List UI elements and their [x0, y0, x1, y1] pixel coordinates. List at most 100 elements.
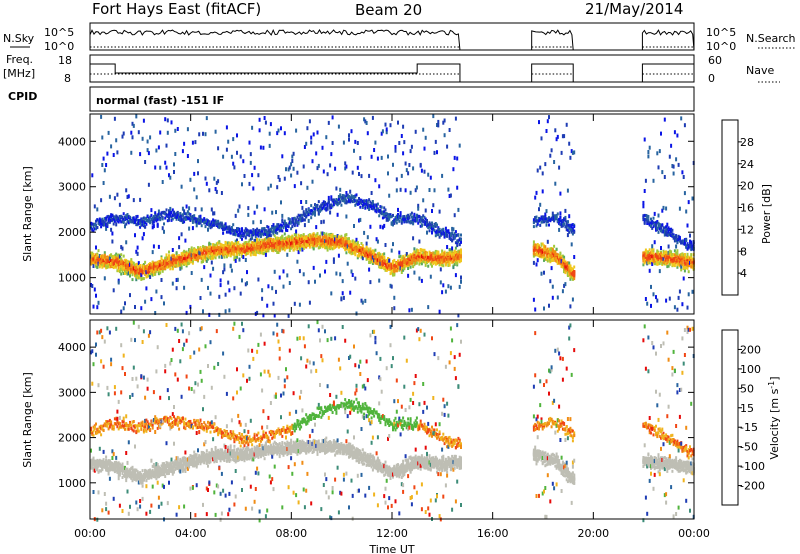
power-cell	[263, 116, 266, 120]
power-cell	[287, 225, 290, 229]
power-cell	[263, 238, 266, 242]
power-cell	[165, 165, 168, 170]
power-cell	[107, 262, 110, 266]
power-cell	[91, 251, 94, 255]
power-cell	[197, 254, 199, 258]
power-cell	[189, 255, 192, 259]
power-cell	[139, 274, 142, 278]
power-cell	[219, 283, 222, 288]
power-cell	[400, 221, 403, 225]
power-cell	[105, 256, 108, 260]
power-cell	[165, 256, 168, 260]
power-cell	[100, 260, 103, 264]
power-cell	[185, 204, 188, 209]
power-cell	[234, 229, 237, 232]
power-cell	[358, 172, 360, 176]
power-cell	[325, 135, 328, 140]
power-cell	[290, 173, 293, 178]
power-cell	[302, 272, 305, 277]
power-cell	[161, 261, 164, 265]
power-cell	[142, 267, 145, 271]
power-cell	[112, 262, 115, 266]
power-cell	[112, 215, 115, 219]
power-cell	[126, 264, 129, 268]
power-cell	[178, 215, 181, 219]
power-cell	[90, 224, 92, 228]
power-cell	[253, 251, 256, 255]
power-cell	[189, 260, 192, 264]
power-cell	[112, 255, 115, 259]
power-cell	[399, 213, 402, 217]
power-cell	[130, 220, 133, 224]
power-cell	[185, 212, 188, 216]
power-cell	[159, 267, 162, 270]
power-cell	[157, 244, 160, 249]
power-cell	[165, 253, 168, 257]
power-cell	[236, 252, 238, 256]
power-cell	[134, 263, 136, 267]
power-cell	[155, 262, 158, 266]
power-cell	[149, 220, 152, 223]
power-cell	[242, 232, 245, 235]
power-cell	[188, 261, 191, 265]
power-cell	[151, 265, 154, 269]
power-cell	[253, 241, 256, 245]
power-cell	[234, 213, 237, 218]
power-cell	[244, 230, 247, 234]
power-cell	[249, 160, 252, 165]
power-cell	[149, 266, 152, 270]
power-cell	[353, 224, 355, 228]
power-cell	[190, 256, 193, 260]
nsky-tick-top: 10^5	[44, 26, 74, 39]
power-cell	[354, 276, 357, 281]
power-cell	[251, 173, 254, 178]
power-cell	[259, 145, 262, 150]
power-cell	[155, 214, 158, 218]
power-cell	[236, 247, 238, 251]
power-cell	[400, 173, 403, 178]
power-cell	[266, 240, 269, 244]
power-cell	[169, 262, 172, 266]
power-cell	[359, 156, 362, 161]
power-cell	[100, 257, 103, 261]
power-cell	[152, 220, 155, 224]
power-cell	[241, 234, 243, 237]
power-cell	[209, 226, 212, 230]
power-cell	[345, 214, 348, 219]
power-cell	[117, 220, 120, 224]
power-cell	[202, 248, 204, 252]
power-cell	[103, 223, 106, 227]
power-cell	[397, 207, 399, 212]
power-cell	[90, 262, 92, 266]
power-cell	[217, 246, 220, 249]
power-cell	[134, 267, 136, 271]
power-cell	[116, 150, 119, 155]
power-cell	[100, 255, 103, 258]
power-cell	[92, 260, 95, 264]
power-cell	[122, 272, 125, 275]
power-cell	[219, 224, 222, 228]
power-cell	[98, 259, 101, 262]
power-cell	[145, 264, 148, 268]
power-cell	[263, 248, 266, 252]
power-cell	[268, 131, 271, 136]
power-cell	[254, 253, 257, 257]
power-cell	[118, 262, 121, 266]
power-cell	[256, 310, 259, 315]
power-cell	[181, 218, 184, 222]
power-cell	[233, 252, 236, 256]
power-cell	[129, 272, 131, 276]
power-cell	[150, 269, 153, 273]
power-cell	[169, 256, 172, 260]
power-cell	[354, 253, 357, 257]
power-cell	[200, 255, 203, 259]
power-cell	[95, 219, 97, 223]
power-cell	[186, 154, 189, 158]
power-cell	[229, 249, 232, 252]
power-cell	[244, 227, 247, 231]
power-cell	[96, 265, 99, 269]
power-cell	[122, 131, 125, 136]
power-cell	[127, 194, 130, 199]
power-cell	[171, 257, 174, 261]
power-cell	[248, 243, 251, 247]
